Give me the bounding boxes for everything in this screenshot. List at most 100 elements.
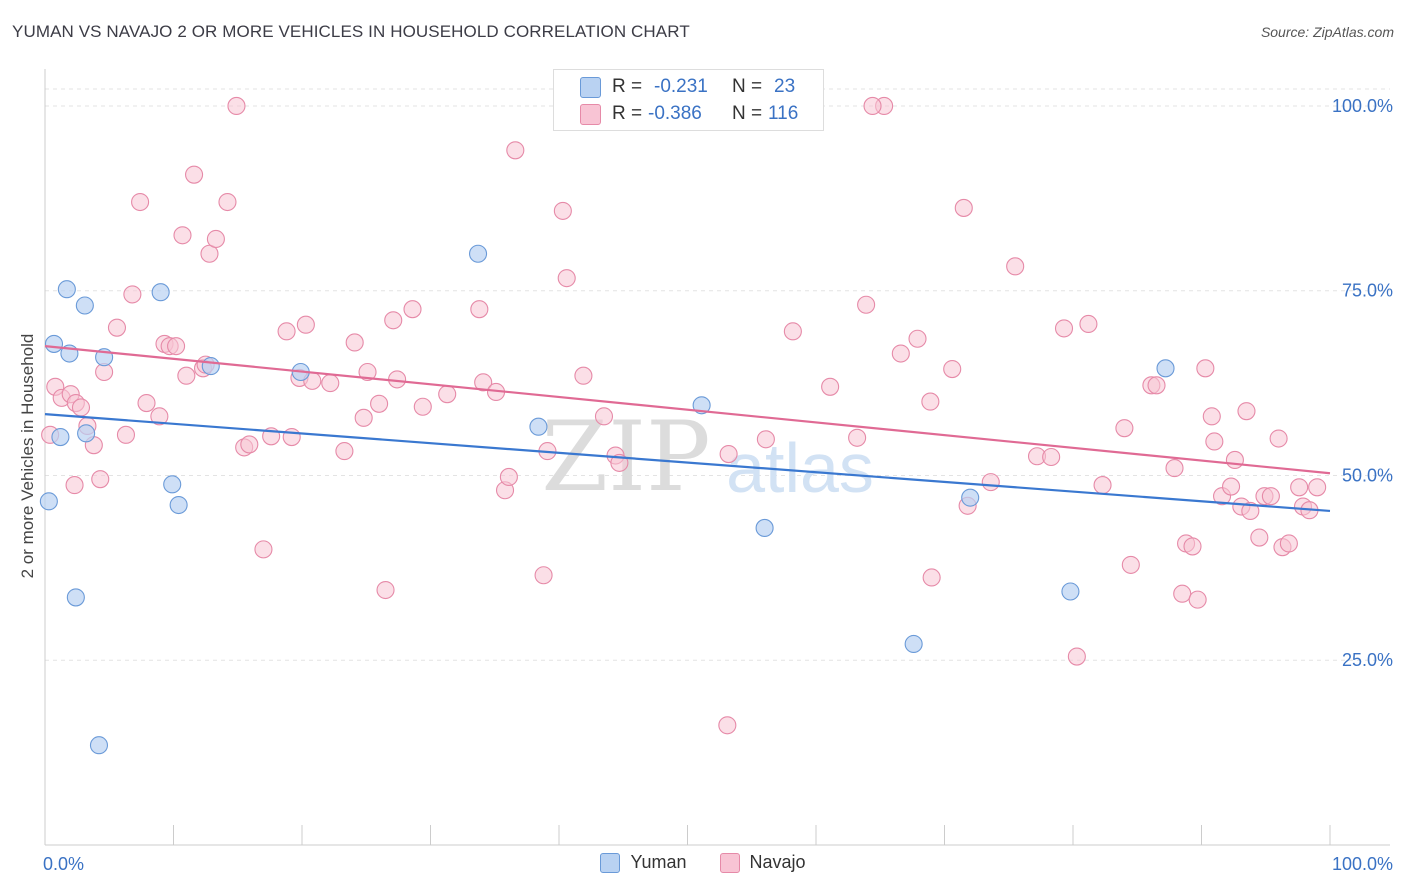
navajo-point	[335, 442, 354, 461]
navajo-point	[1241, 501, 1260, 521]
stats-row-yuman: R = -0.231 N = 23	[554, 73, 823, 100]
navajo-point	[91, 470, 110, 489]
navajo-point	[756, 430, 775, 449]
navajo-point	[218, 192, 237, 212]
navajo-point	[137, 393, 156, 413]
navajo-swatch	[580, 104, 601, 125]
yuman-point	[44, 334, 64, 353]
y-tick-label: 100.0%	[1332, 96, 1393, 116]
yuman-r-label: R =	[612, 76, 643, 97]
navajo-point	[718, 716, 737, 735]
navajo-point	[1222, 477, 1241, 496]
legend-label-yuman: Yuman	[630, 852, 687, 872]
yuman-point	[1156, 359, 1175, 378]
navajo-point	[922, 568, 941, 587]
legend-item-yuman[interactable]: Yuman	[600, 852, 687, 873]
navajo-point	[1196, 359, 1215, 378]
navajo-point	[107, 318, 127, 337]
navajo-point	[438, 385, 457, 404]
navajo-point	[71, 398, 91, 417]
source-credit: Source: ZipAtlas.com	[1260, 24, 1394, 40]
yuman-point	[75, 296, 94, 315]
yuman-point	[57, 280, 76, 299]
yuman-point	[89, 736, 109, 755]
yuman-point	[904, 634, 923, 654]
y-tick-label: 75.0%	[1342, 281, 1393, 301]
navajo-point	[1006, 257, 1025, 276]
yuman-point	[66, 588, 85, 607]
navajo-point	[254, 540, 273, 559]
navajo-point	[1079, 314, 1098, 334]
yuman-point	[169, 495, 188, 515]
navajo-point	[277, 322, 296, 341]
yuman-r-value: -0.231	[654, 76, 708, 97]
navajo-point	[1290, 478, 1309, 497]
yuman-point	[201, 357, 220, 376]
navajo-point	[1205, 432, 1224, 451]
navajo-point	[848, 428, 867, 447]
navajo-point	[167, 337, 186, 356]
series-legend: Yuman Navajo	[0, 852, 1406, 878]
navajo-point	[594, 407, 614, 426]
navajo-point	[227, 96, 246, 116]
trend-lines	[44, 345, 1331, 513]
navajo-point	[553, 201, 572, 220]
yuman-n-value: 23	[774, 76, 796, 97]
navajo-point	[358, 362, 377, 382]
navajo-point	[863, 96, 882, 116]
navajo-point	[413, 397, 432, 416]
navajo-point	[1121, 555, 1140, 574]
yuman-point	[77, 424, 96, 443]
yuman-point	[468, 244, 488, 263]
navajo-point	[370, 394, 389, 413]
navajo-point	[321, 374, 340, 393]
navajo-point	[1183, 537, 1202, 556]
navajo-r-value: -0.386	[648, 103, 702, 124]
navajo-point	[891, 344, 910, 363]
navajo-n-value: 116	[768, 103, 799, 124]
legend-item-navajo[interactable]: Navajo	[719, 852, 806, 873]
yuman-point	[51, 427, 70, 447]
axes	[44, 69, 1390, 846]
yuman-points	[39, 244, 1175, 755]
navajo-point	[1202, 407, 1221, 426]
yuman-point	[529, 417, 548, 436]
grid-lines	[45, 88, 1390, 661]
navajo-point	[403, 300, 422, 319]
yuman-point	[755, 518, 774, 537]
navajo-point	[1188, 590, 1207, 609]
navajo-point	[1165, 459, 1184, 478]
navajo-point	[1067, 647, 1086, 666]
yuman-n-label: N =	[732, 76, 763, 97]
x-tick-label-max: 100.0%	[1332, 854, 1393, 874]
x-tick-label-min: 0.0%	[43, 854, 84, 874]
navajo-point	[857, 295, 876, 314]
navajo-n-label: N =	[732, 103, 763, 124]
navajo-point	[150, 407, 169, 426]
chart-title: YUMAN VS NAVAJO 2 OR MORE VEHICLES IN HO…	[12, 22, 690, 41]
navajo-point	[470, 300, 489, 319]
navajo-point	[123, 285, 142, 304]
navajo-point	[943, 360, 962, 379]
legend-label-navajo: Navajo	[749, 852, 806, 872]
navajo-point	[177, 366, 196, 385]
yuman-legend-swatch	[600, 852, 621, 873]
navajo-r-label: R =	[612, 103, 643, 124]
navajo-point	[1054, 319, 1074, 338]
navajo-point	[116, 425, 136, 444]
yuman-point	[1061, 582, 1080, 601]
tick-labels: 25.0% 50.0% 75.0% 100.0% 0.0% 100.0%	[43, 96, 1393, 874]
yuman-point	[151, 283, 170, 302]
yuman-point	[163, 475, 182, 494]
navajo-point	[1279, 534, 1298, 553]
navajo-point	[354, 408, 373, 427]
navajo-point	[821, 377, 840, 396]
navajo-point	[345, 333, 364, 352]
navajo-point	[719, 444, 738, 464]
navajo-point	[1147, 376, 1166, 395]
navajo-point	[1237, 402, 1256, 421]
navajo-point	[1261, 487, 1280, 506]
navajo-point	[921, 392, 940, 411]
navajo-point	[296, 315, 315, 334]
